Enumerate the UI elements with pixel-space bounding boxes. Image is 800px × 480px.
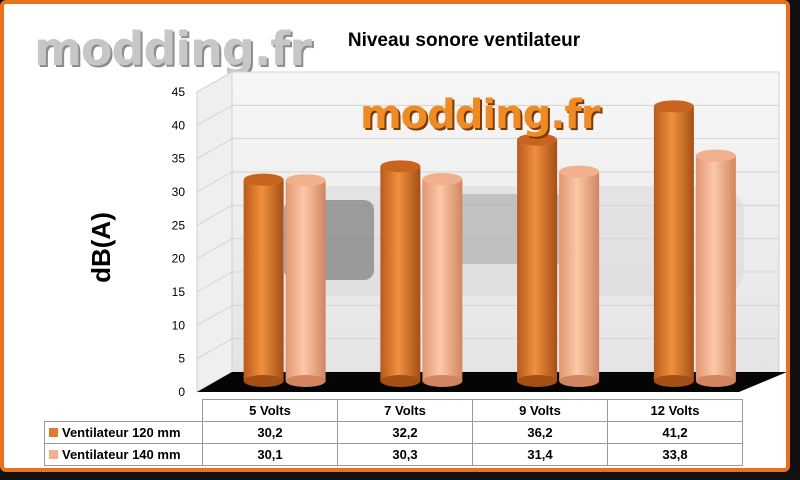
bar [380,160,421,387]
table-row: Ventilateur 140 mm 30,1 30,3 31,4 33,8 [44,443,743,466]
gridline [196,138,779,160]
bar-body [653,106,694,381]
y-tick-label: 30 [172,185,186,199]
bar-base [422,375,463,387]
watermark-logo: modding.fr [34,22,312,76]
category-label: 7 Volts [337,399,473,422]
y-tick-label: 45 [172,85,186,99]
gridline [196,71,779,93]
bar-base [559,375,600,387]
data-label: 30,1 [202,443,338,466]
bar-body [380,166,421,381]
table-header-row: 5 Volts 7 Volts 9 Volts 12 Volts [44,399,743,422]
bar [653,100,694,387]
bar-body [559,171,600,381]
watermark-logo-center: modding.fr [360,92,601,138]
category-label: 9 Volts [472,399,608,422]
bar [422,173,463,387]
bar-body [422,179,463,381]
bar-top [695,149,736,162]
bar-top [285,174,326,187]
bar-body [285,180,326,381]
chart-title: Niveau sonore ventilateur [347,30,581,51]
data-label: 30,2 [202,421,338,444]
bar-base [695,375,736,387]
bar [243,173,284,387]
bar [695,149,736,387]
y-tick-label: 25 [172,218,186,232]
bar-base [285,375,326,387]
series-name: Ventilateur 140 mm [62,447,181,462]
data-label: 41,2 [607,421,743,444]
legend-swatch [49,428,58,437]
bar-top [653,100,694,113]
bar-body [517,139,558,381]
side-wall [196,71,233,393]
legend-entry: Ventilateur 140 mm [44,443,203,466]
y-tick-label: 20 [172,252,186,266]
data-label: 30,3 [337,443,473,466]
data-label: 33,8 [607,443,743,466]
table-corner [44,399,203,422]
bar-base [517,375,558,387]
category-label: 12 Volts [607,399,743,422]
legend-entry: Ventilateur 120 mm [44,421,203,444]
bar-base [380,375,421,387]
table-row: Ventilateur 120 mm 30,2 32,2 36,2 41,2 [44,421,743,444]
category-label: 5 Volts [202,399,338,422]
bar-top [380,160,421,173]
series-name: Ventilateur 120 mm [62,425,181,440]
bar-base [243,375,284,387]
gridline [196,104,779,126]
y-tick-label: 35 [172,152,186,166]
y-tick-label: 40 [172,118,186,132]
data-label: 36,2 [472,421,608,444]
plot-area: 0 5 10 15 20 25 30 35 40 45 [172,71,786,399]
data-label: 32,2 [337,421,473,444]
bar-body [243,179,284,381]
y-tick-label: 10 [172,318,186,332]
data-label: 31,4 [472,443,608,466]
bar-top [559,165,600,178]
bar-body [695,155,736,381]
data-table: 5 Volts 7 Volts 9 Volts 12 Volts Ventila… [44,399,743,466]
bar-top [422,173,463,185]
bar [285,174,326,387]
bar-base [653,375,694,387]
chart-floor [197,372,786,392]
bar [517,133,558,387]
bar-top [243,173,284,186]
bar [559,165,600,387]
y-tick-label: 0 [178,385,185,399]
y-tick-label: 5 [178,352,185,366]
legend-swatch [49,450,58,459]
chart-frame: modding.fr Niveau sonore ventilateur dB(… [0,0,790,472]
y-tick-label: 15 [172,285,186,299]
bar-top [517,133,558,146]
